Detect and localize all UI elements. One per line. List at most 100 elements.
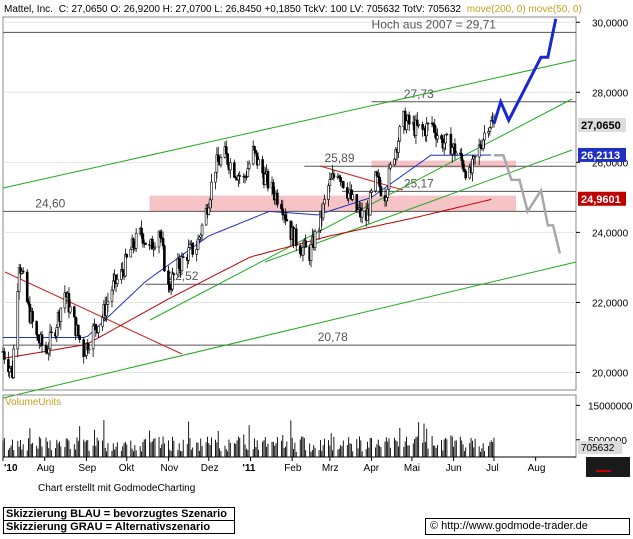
candle-body xyxy=(140,227,143,235)
candle-body xyxy=(215,154,219,173)
volume-label: VolumeUnits xyxy=(5,397,61,408)
price-tick-label: 24,0000 xyxy=(592,228,629,239)
candle-body xyxy=(397,140,400,153)
candle-body xyxy=(233,162,236,178)
level-label: 22,52 xyxy=(168,269,198,283)
current-value-text: 26,2113 xyxy=(581,150,620,162)
candle-body xyxy=(368,192,372,216)
candle-body xyxy=(132,238,135,248)
candlesticks xyxy=(1,107,496,380)
header-quote: Mattel, Inc. C: 27,0650 O: 26,9200 H: 27… xyxy=(4,4,582,15)
level-label: Hoch aus 2007 = 29,71 xyxy=(372,17,497,31)
candle-body xyxy=(426,122,430,125)
candle-body xyxy=(25,271,29,302)
candle-body xyxy=(200,224,204,236)
candle-body xyxy=(328,179,332,186)
resistance-zones xyxy=(149,160,516,212)
current-value-box xyxy=(578,118,626,133)
candle-body xyxy=(351,194,355,200)
source-url-link[interactable]: © http://www.godmode-trader.de xyxy=(425,518,630,535)
time-tick-label: Jun xyxy=(446,463,462,474)
candle-body xyxy=(374,171,377,192)
candle-body xyxy=(284,214,287,220)
candle-body xyxy=(471,158,474,174)
candle-body xyxy=(196,238,200,250)
candle-body xyxy=(47,348,51,354)
volume-axis: 500000015000000705632 xyxy=(576,401,633,454)
candle-body xyxy=(77,324,80,336)
time-tick-label: Feb xyxy=(284,463,302,474)
candle-body xyxy=(463,168,466,172)
copyright-mark: © xyxy=(430,520,439,532)
candle-body xyxy=(389,164,392,169)
candle-body xyxy=(415,119,419,126)
ma50-line xyxy=(3,154,492,338)
candle-body xyxy=(414,119,418,136)
candle-body xyxy=(17,267,21,292)
candle-body xyxy=(72,306,76,318)
candle-body xyxy=(449,133,453,155)
header-indicators: move(200, 0) move(50, 0) xyxy=(467,4,582,15)
header-quote-values: C: 27,0650 O: 26,9200 H: 27,0700 L: 26,8… xyxy=(59,4,462,15)
price-panel xyxy=(2,16,577,391)
corner-logo xyxy=(586,457,630,477)
candle-body xyxy=(229,162,232,171)
candle-body xyxy=(210,181,213,201)
candle-body xyxy=(82,339,86,357)
candle-body xyxy=(460,153,463,161)
candle-body xyxy=(50,331,53,334)
horizontal-levels: Hoch aus 2007 = 29,71 27,73 25,89 25,17 24,6… xyxy=(3,17,576,346)
resistance-zone xyxy=(149,195,516,212)
candle-body xyxy=(298,245,302,255)
lower-channel-line xyxy=(2,261,577,399)
candle-body xyxy=(254,150,258,154)
candle-body xyxy=(199,234,203,238)
candle-body xyxy=(167,270,170,285)
volume-tick-label: 15000000 xyxy=(588,401,633,412)
candle-body xyxy=(191,242,194,255)
candle-body xyxy=(488,127,492,132)
candle-body xyxy=(3,351,6,360)
candle-body xyxy=(481,139,485,149)
candle-body xyxy=(106,300,110,305)
candle-body xyxy=(301,246,305,256)
candle-body xyxy=(327,185,330,200)
time-tick-label: '10 xyxy=(4,463,18,474)
candle-body xyxy=(387,167,391,190)
candle-body xyxy=(339,177,342,183)
time-tick-label: Mrz xyxy=(322,463,339,474)
current-value-box xyxy=(578,147,626,162)
candle-body xyxy=(261,159,264,174)
candle-body xyxy=(375,171,379,177)
candle-body xyxy=(224,146,228,155)
candle-body xyxy=(195,249,198,255)
candle-body xyxy=(35,321,38,335)
price-tick-label: 28,0000 xyxy=(592,88,629,99)
current-value-box xyxy=(578,191,626,206)
candle-body xyxy=(489,120,493,128)
candle-body xyxy=(141,233,145,244)
current-value-labels: 27,0650 26,2113 24,9601 xyxy=(578,118,626,206)
candle-body xyxy=(27,301,30,305)
candle-body xyxy=(309,244,313,261)
candle-body xyxy=(433,124,437,134)
candle-body xyxy=(444,134,447,144)
candle-body xyxy=(219,157,223,166)
candle-body xyxy=(257,159,260,166)
price-tick-label: 20,0000 xyxy=(592,368,629,379)
time-tick-label: Sep xyxy=(78,463,96,474)
candle-body xyxy=(181,256,185,258)
candle-body xyxy=(477,144,481,158)
scenarios xyxy=(492,18,562,254)
candle-body xyxy=(405,120,408,130)
upper-channel-line xyxy=(2,59,577,189)
candle-body xyxy=(48,331,52,350)
candle-body xyxy=(55,327,59,337)
candle-body xyxy=(436,135,439,140)
candle-body xyxy=(425,123,428,137)
time-tick-label: Mai xyxy=(404,463,420,474)
candle-body xyxy=(285,219,289,222)
candle-body xyxy=(161,238,165,247)
candle-body xyxy=(453,143,457,156)
